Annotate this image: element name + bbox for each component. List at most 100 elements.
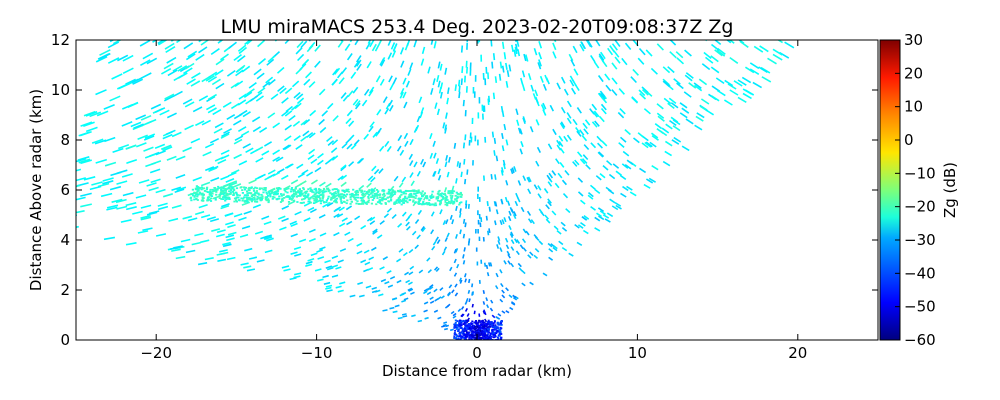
echo-gate (464, 222, 467, 228)
echo-gate (521, 270, 526, 275)
echo-gate (137, 230, 149, 234)
echo-gate (171, 186, 182, 192)
cloud-layer-cell (303, 197, 307, 200)
echo-gate (176, 186, 187, 192)
echo-gate (582, 154, 589, 161)
near-radar-cell (459, 321, 462, 324)
cloud-layer-cell (371, 194, 374, 197)
near-radar-cell (480, 337, 483, 340)
cloud-layer-cell (417, 198, 420, 200)
cloud-layer-cell (359, 203, 363, 205)
echo-gate (152, 40, 158, 43)
echo-gate (190, 80, 201, 87)
echo-gate (507, 200, 511, 206)
echo-gate (772, 48, 783, 56)
echo-gate (112, 40, 122, 45)
echo-gate (645, 178, 654, 184)
echo-gate (140, 59, 151, 67)
echo-gate (106, 206, 118, 211)
echo-gate (132, 78, 144, 85)
cloud-layer-cell (222, 198, 225, 200)
cloud-layer-cell (440, 194, 443, 197)
echo-gate (426, 287, 431, 292)
cloud-layer-cell (359, 189, 362, 192)
echo-gate (356, 250, 363, 255)
cloud-layer-cell (243, 196, 246, 199)
near-radar-cell (477, 334, 480, 337)
cloud-layer-cell (245, 196, 248, 199)
cloud-layer-cell (267, 199, 270, 202)
near-radar-cell (476, 325, 479, 328)
echo-gate (520, 77, 524, 85)
echo-gate (418, 96, 423, 104)
echo-gate (235, 69, 244, 77)
echo-gate (611, 77, 618, 85)
echo-gate (267, 55, 276, 63)
echo-gate (670, 102, 679, 109)
echo-gate (487, 98, 490, 105)
echo-gate (369, 121, 375, 128)
near-radar-cell (478, 334, 481, 336)
echo-gate (243, 210, 252, 215)
cloud-layer-cell (315, 190, 318, 192)
cloud-layer-cell (291, 197, 294, 199)
near-radar-cell (481, 325, 484, 328)
echo-gate (419, 111, 424, 119)
echo-gate (503, 260, 507, 265)
echo-gate (388, 104, 394, 112)
echo-gate (389, 275, 396, 280)
near-radar-cell (488, 331, 491, 334)
echo-gate (558, 135, 564, 142)
echo-gate (598, 53, 605, 61)
cloud-layer-cell (343, 194, 346, 197)
near-radar-cell (470, 336, 473, 339)
near-radar-cell (454, 321, 457, 324)
cloud-layer-cell (425, 202, 428, 205)
echo-gate (676, 57, 685, 65)
echo-gate (569, 79, 575, 87)
cloud-layer-cell (370, 188, 374, 191)
echo-gate (681, 145, 690, 152)
cloud-layer-cell (199, 192, 202, 195)
echo-gate (544, 214, 550, 220)
echo-gate (467, 241, 470, 246)
near-radar-cell (499, 323, 502, 326)
echo-gate (509, 233, 514, 238)
cloud-layer-cell (302, 187, 305, 189)
echo-gate (561, 179, 568, 186)
echo-gate (595, 175, 602, 181)
cloud-layer-cell (241, 199, 244, 202)
cloud-layer-cell (398, 190, 401, 193)
cloud-layer-cell (248, 189, 251, 192)
echo-gate (139, 40, 151, 47)
echo-gate (310, 252, 318, 257)
echo-gate (645, 141, 653, 148)
colorbar (879, 39, 901, 341)
echo-gate (651, 165, 659, 171)
cloud-layer-cell (331, 192, 334, 195)
cloud-layer-cell (255, 187, 258, 190)
cloud-layer-cell (225, 196, 228, 199)
echo-gate (684, 74, 693, 82)
echo-gate (455, 234, 458, 239)
echo-gate (237, 99, 247, 106)
cloud-layer-cell (452, 202, 455, 205)
echo-gate (281, 205, 290, 210)
cloud-layer-cell (225, 198, 228, 201)
echo-gate (290, 179, 299, 185)
echo-gate (200, 214, 211, 219)
echo-gate (401, 313, 407, 316)
echo-gate (583, 128, 589, 135)
echo-gate (386, 207, 393, 213)
echo-gate (393, 175, 399, 182)
echo-gate (445, 155, 449, 161)
cloud-layer-cell (334, 192, 337, 195)
echo-gate (104, 161, 117, 167)
echo-gate (340, 165, 347, 172)
cloud-layer-cell (412, 189, 415, 192)
echo-gate (337, 40, 344, 48)
echo-gate (205, 75, 215, 82)
cloud-layer-cell (446, 199, 449, 201)
cloud-layer-cell (282, 194, 285, 196)
echo-gate (333, 67, 341, 75)
